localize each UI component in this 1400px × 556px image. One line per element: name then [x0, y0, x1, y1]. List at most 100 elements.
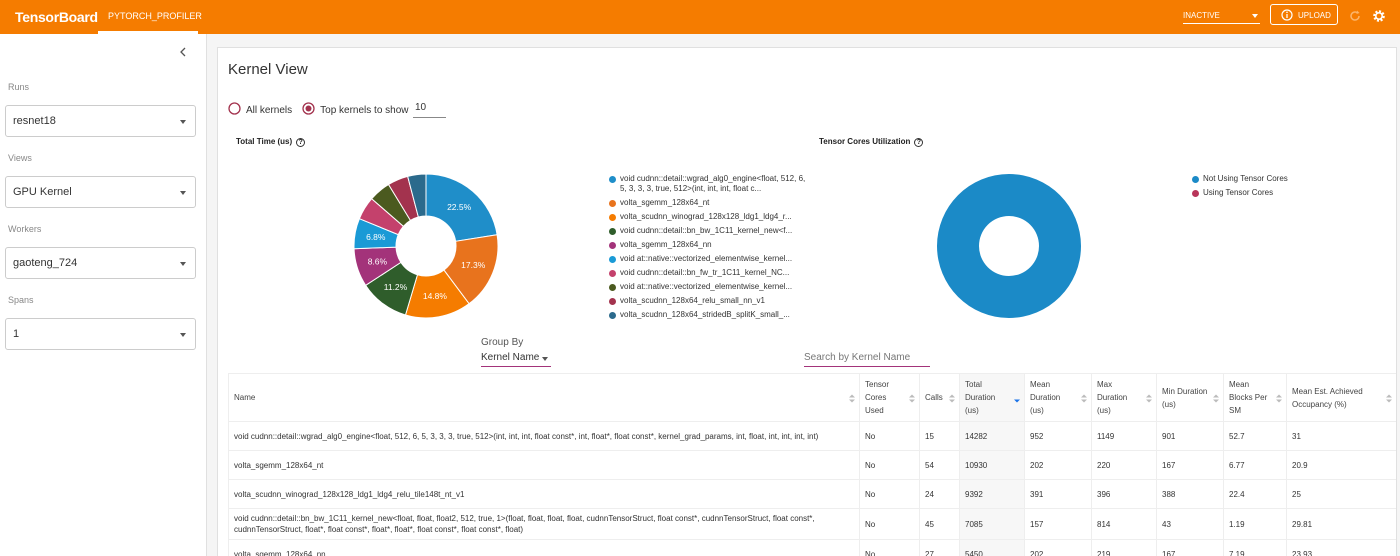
table-body: void cudnn::detail::wgrad_alg0_engine<fl… [228, 421, 1396, 556]
kernel-search[interactable]: Search by Kernel Name [804, 350, 930, 367]
sort-down [1014, 399, 1020, 403]
column-header[interactable]: Max Duration (us) [1091, 373, 1157, 422]
column-header[interactable]: Calls [919, 373, 960, 422]
column-header[interactable]: Mean Duration (us) [1024, 373, 1092, 422]
sort-icon [849, 394, 855, 403]
legend: void cudnn::detail::wgrad_alg0_engine<fl… [609, 174, 814, 324]
table-cell: void cudnn::detail::bn_bw_1C11_kernel_ne… [228, 508, 860, 540]
table-cell: 22.4 [1223, 479, 1287, 509]
table-cell: No [859, 539, 920, 556]
plugin-tab[interactable]: PYTORCH_PROFILER [108, 11, 202, 21]
top-n-input[interactable]: 10 [413, 102, 446, 118]
legend-swatch [609, 242, 616, 249]
sort-icon [1014, 399, 1020, 403]
legend-swatch [609, 256, 616, 263]
collapse-icon[interactable] [178, 47, 188, 57]
legend-item[interactable]: volta_scudnn_winograd_128x128_ldg1_ldg4_… [609, 212, 814, 222]
table-cell: 43 [1156, 508, 1224, 540]
chart-title-text: Total Time (us) [236, 137, 293, 146]
table-cell: 157 [1024, 508, 1092, 540]
slice-label: 8.6% [368, 256, 388, 266]
table-cell: 20.9 [1286, 450, 1396, 480]
legend-label: Not Using Tensor Cores [1203, 174, 1288, 183]
legend-label: volta_sgemm_128x64_nt [620, 198, 710, 207]
legend-item[interactable]: void at::native::vectorized_elementwise_… [609, 254, 814, 264]
refresh-icon[interactable] [1349, 10, 1361, 22]
chart-title-text: Tensor Cores Utilization [819, 137, 911, 146]
field-select[interactable]: gaoteng_724 [5, 247, 196, 279]
table-cell: 1.19 [1223, 508, 1287, 540]
help-icon[interactable]: ? [914, 138, 924, 147]
legend-item[interactable]: Using Tensor Cores [1192, 188, 1397, 198]
legend-item[interactable]: void cudnn::detail::bn_fw_tr_1C11_kernel… [609, 268, 814, 278]
column-title: Total Duration (us) [965, 380, 996, 415]
sort-up [1386, 394, 1392, 398]
table-row[interactable]: volta_sgemm_128x64_nn No 27 5450 202 219 167 7.… [228, 539, 1396, 556]
table-row[interactable]: volta_sgemm_128x64_nt No 54 10930 202 220 167 6… [228, 450, 1396, 480]
help-icon[interactable]: ? [296, 138, 306, 147]
field-label: Spans [8, 295, 34, 305]
table-cell: No [859, 479, 920, 509]
column-title: Mean Est. Achieved Occupancy (%) [1292, 386, 1363, 409]
legend-item[interactable]: volta_sgemm_128x64_nn [609, 240, 814, 250]
sort-down [909, 399, 915, 403]
legend-swatch [1192, 190, 1199, 197]
legend-item[interactable]: void at::native::vectorized_elementwise_… [609, 282, 814, 292]
table-cell: 388 [1156, 479, 1224, 509]
field-select[interactable]: 1 [5, 318, 196, 350]
radio-option[interactable]: All kernels [228, 102, 292, 116]
settings-icon[interactable] [1372, 9, 1386, 23]
column-title: Mean Duration (us) [1030, 380, 1061, 415]
table-row[interactable]: void cudnn::detail::bn_bw_1C11_kernel_ne… [228, 508, 1396, 540]
sort-up [909, 394, 915, 398]
legend-item[interactable]: volta_sgemm_128x64_nt [609, 198, 814, 208]
slice-label: 14.8% [423, 291, 448, 301]
column-header[interactable]: Tensor Cores Used [859, 373, 920, 422]
upload-label: UPLOAD [1298, 11, 1331, 20]
table-cell: 220 [1091, 450, 1157, 480]
table-row[interactable]: void cudnn::detail::wgrad_alg0_engine<fl… [228, 421, 1396, 451]
field-label: Views [8, 153, 32, 163]
legend-item[interactable]: volta_scudnn_128x64_relu_small_nn_v1 [609, 296, 814, 306]
column-header[interactable]: Min Duration (us) [1156, 373, 1224, 422]
legend-label: Using Tensor Cores [1203, 188, 1274, 197]
legend-swatch [609, 312, 616, 319]
table-cell: 24 [919, 479, 960, 509]
table-cell: 45 [919, 508, 960, 540]
slice-label: 6.8% [366, 232, 386, 242]
sort-icon [909, 394, 915, 403]
sort-down [849, 399, 855, 403]
field-select[interactable]: GPU Kernel [5, 176, 196, 208]
reload-status: INACTIVE [1183, 11, 1220, 20]
column-header[interactable]: Name [228, 373, 860, 422]
table-cell: 29.81 [1286, 508, 1396, 540]
legend-item[interactable]: void cudnn::detail::wgrad_alg0_engine<fl… [609, 174, 814, 194]
table-cell: 202 [1024, 450, 1092, 480]
sidebar: Runs resnet18 Views GPU Kernel Workers gaoten… [0, 34, 207, 556]
legend-label: void at::native::vectorized_elementwise_… [620, 282, 793, 291]
kernel-view-card: Kernel View All kernels Top kernels to sh… [217, 47, 1397, 556]
table-row[interactable]: volta_scudnn_winograd_128x128_ldg1_ldg4_… [228, 479, 1396, 509]
column-header[interactable]: Total Duration (us) [959, 373, 1025, 422]
radio-option[interactable]: Top kernels to show [302, 102, 409, 116]
table-cell: 814 [1091, 508, 1157, 540]
kernel-table: Name Tensor Cores Used Calls Total Duration… [228, 373, 1396, 556]
column-header[interactable]: Mean Est. Achieved Occupancy (%) [1286, 373, 1396, 422]
sort-up [1146, 394, 1152, 398]
legend-label: void cudnn::detail::bn_bw_1C11_kernel_ne… [620, 226, 793, 235]
group-by-label: Group By [481, 337, 524, 348]
group-by-select[interactable]: Kernel Name [481, 350, 551, 367]
radio-label: All kernels [246, 105, 293, 116]
reload-select[interactable]: INACTIVE [1183, 11, 1260, 24]
legend-item[interactable]: void cudnn::detail::bn_bw_1C11_kernel_ne… [609, 226, 814, 236]
field-select[interactable]: resnet18 [5, 105, 196, 137]
field-label: Workers [8, 224, 42, 234]
legend-item[interactable]: volta_scudnn_128x64_stridedB_splitK_smal… [609, 310, 814, 320]
field-label: Runs [8, 82, 30, 92]
sort-icon [1081, 394, 1087, 403]
radio-icon [228, 102, 241, 115]
column-title: Max Duration (us) [1097, 380, 1128, 415]
column-header[interactable]: Mean Blocks Per SM [1223, 373, 1287, 422]
upload-button[interactable]: UPLOAD [1270, 4, 1338, 25]
legend-item[interactable]: Not Using Tensor Cores [1192, 174, 1397, 184]
